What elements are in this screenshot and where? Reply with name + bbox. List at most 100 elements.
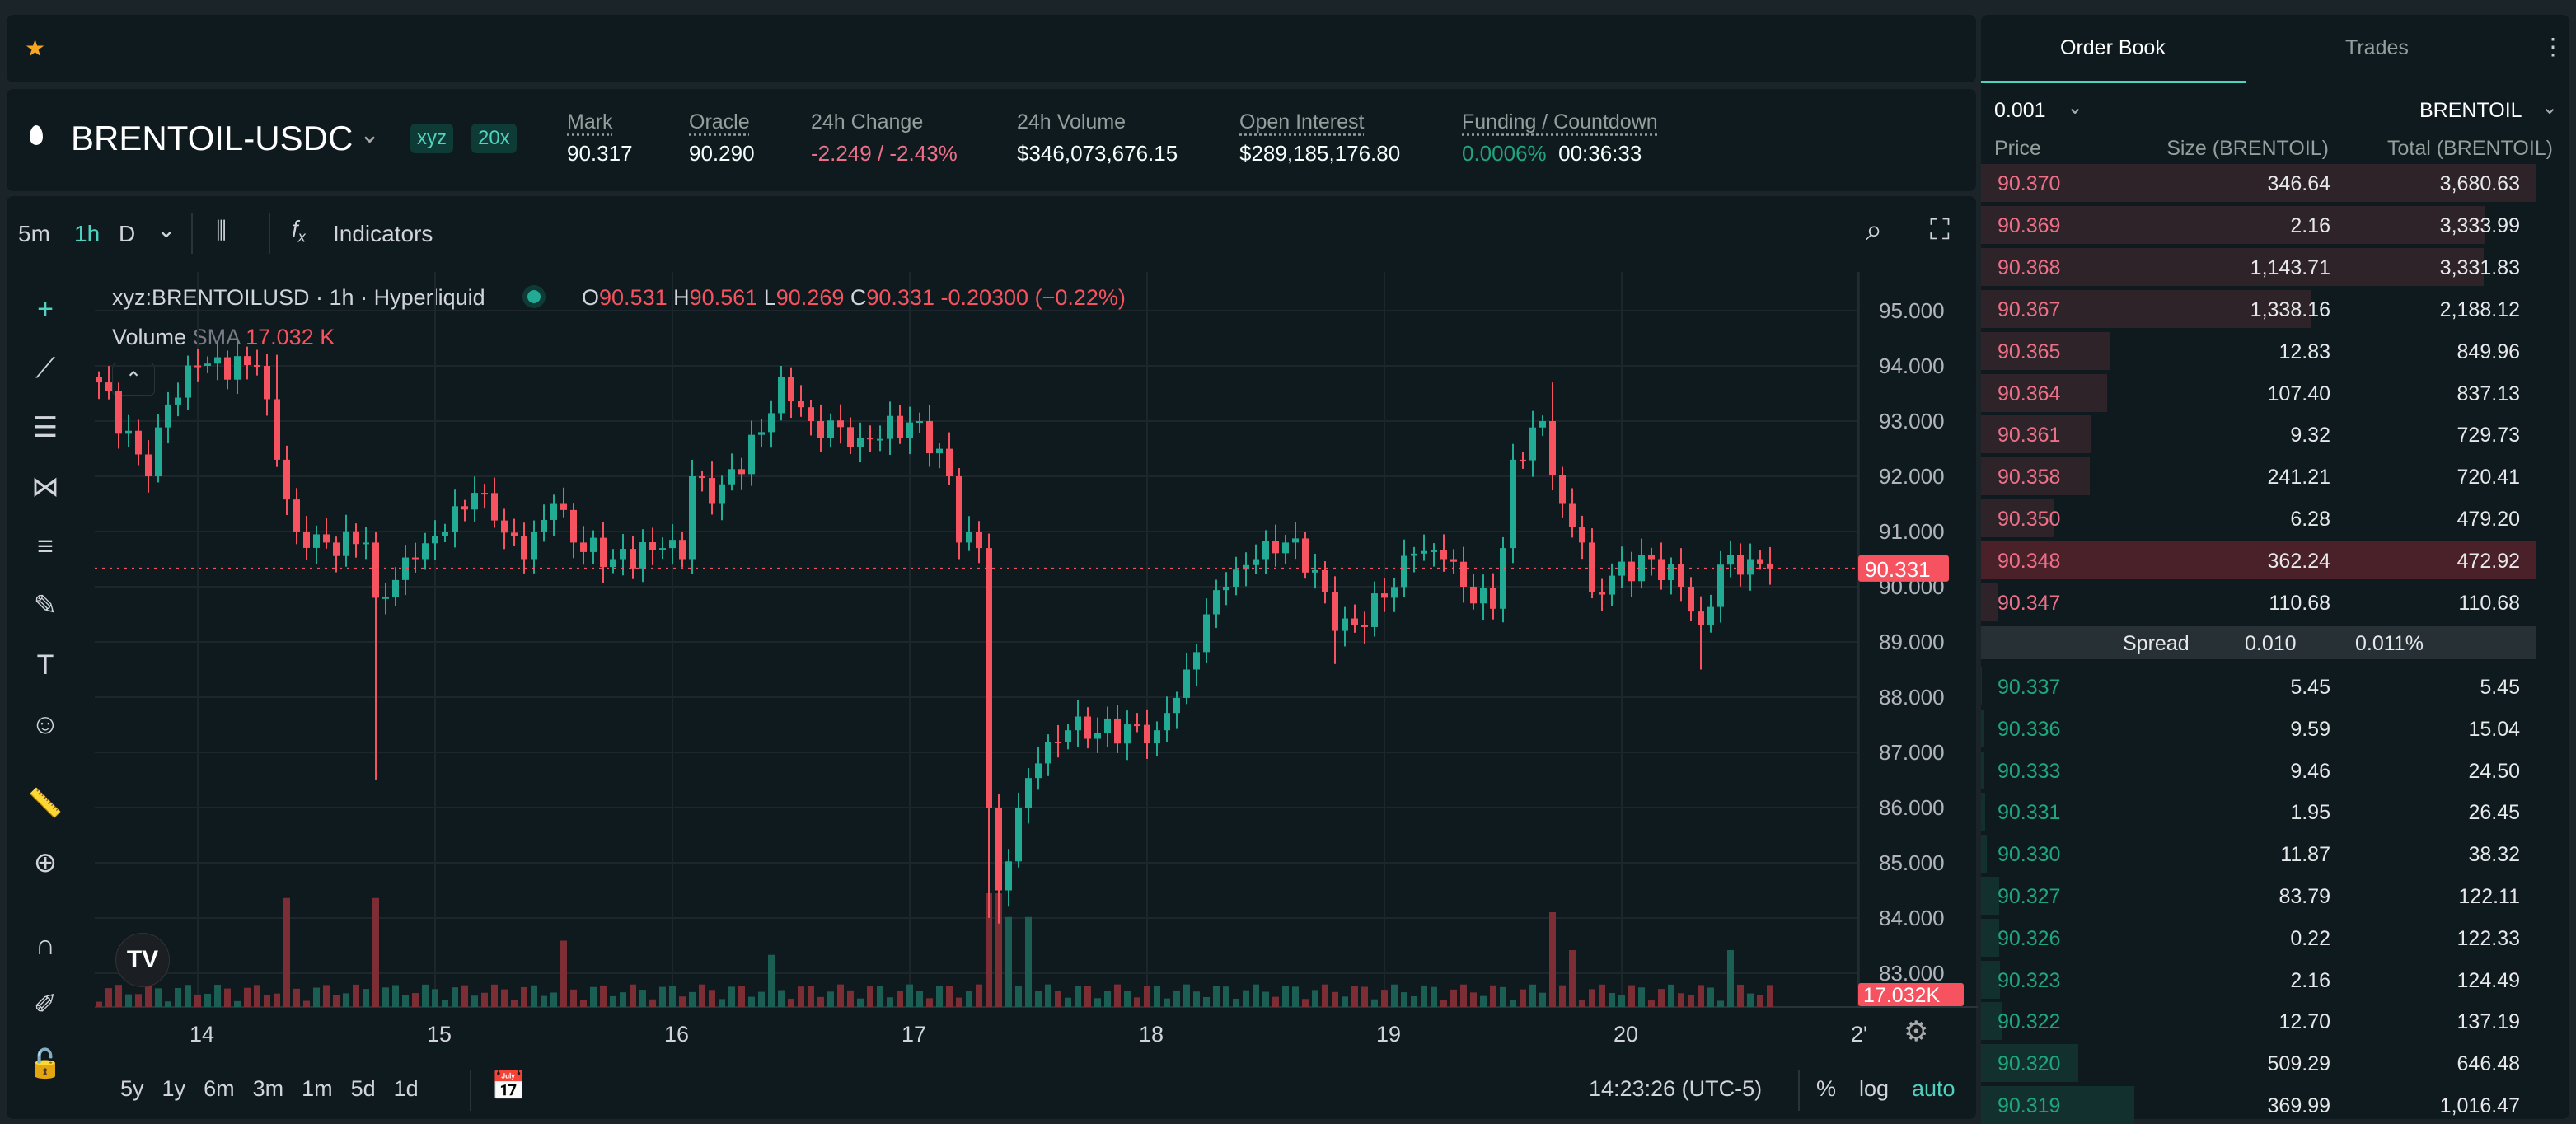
volume-bar [125, 994, 132, 1007]
volume-bar [689, 991, 696, 1007]
volume-bar [1678, 993, 1684, 1007]
volume-bar [382, 987, 389, 1007]
candle-type-icon[interactable]: ⫼ [216, 218, 227, 243]
bid-row[interactable]: 90.327 83.79 122.11 [1981, 877, 2536, 915]
depth-bar [1981, 1002, 2002, 1041]
volume-bar [353, 984, 359, 1007]
candle-body [511, 532, 518, 536]
fullscreen-icon[interactable]: ⛶ [1930, 214, 1950, 246]
emoji-icon[interactable]: ☺ [30, 708, 60, 740]
y-tick-label: 95.000 [1879, 298, 1945, 323]
brush-icon[interactable]: ✎ [33, 590, 58, 621]
ask-row[interactable]: 90.370 346.64 3,680.63 [1981, 164, 2536, 202]
volume-bar [1203, 996, 1210, 1007]
pattern-icon[interactable]: ⋈ [31, 471, 59, 503]
candle-body [689, 476, 696, 560]
chevron-down-icon[interactable]: ⌄ [2541, 96, 2559, 119]
quick-search-icon[interactable]: ⌕ [1866, 213, 1883, 246]
row-total: 124.49 [2457, 968, 2520, 992]
bid-row[interactable]: 90.320 509.29 646.48 [1981, 1044, 2536, 1083]
volume-bar [145, 985, 152, 1007]
row-total: 472.92 [2457, 550, 2520, 574]
range-5d[interactable]: 5d [350, 1076, 376, 1101]
auto-toggle[interactable]: auto [1912, 1076, 1955, 1101]
range-1m[interactable]: 1m [302, 1076, 333, 1101]
interval-chevron-icon[interactable]: ⌄ [157, 217, 176, 242]
range-1y[interactable]: 1y [162, 1076, 186, 1101]
price-chart[interactable]: 95.00094.00093.00092.00091.00090.00089.0… [0, 0, 1978, 1116]
indicators-button[interactable]: Indicators [333, 221, 433, 246]
tab-order-book[interactable]: Order Book [2060, 36, 2166, 59]
stat-label: 24h Change [811, 110, 924, 133]
ask-row[interactable]: 90.358 241.21 720.41 [1981, 457, 2536, 496]
ruler-icon[interactable]: 📏 [27, 788, 63, 819]
zoom-in-icon[interactable]: ⊕ [33, 847, 58, 878]
tick-size-select[interactable]: 0.001 [1994, 99, 2046, 122]
interval-1h[interactable]: 1h [74, 221, 101, 246]
range-5y[interactable]: 5y [120, 1076, 144, 1101]
magnet-icon[interactable]: ∩ [35, 929, 56, 961]
candle-body [1470, 587, 1477, 604]
volume-bar [1015, 986, 1022, 1007]
bid-row[interactable]: 90.322 12.70 137.19 [1981, 1002, 2536, 1041]
candle-body [1361, 625, 1368, 627]
volume-bar [1510, 1000, 1516, 1007]
ask-row[interactable]: 90.361 9.32 729.73 [1981, 415, 2536, 454]
row-price: 90.322 [1998, 1010, 2061, 1034]
candle-body [1025, 778, 1032, 808]
crosshair-icon[interactable]: + [37, 293, 54, 325]
bid-row[interactable]: 90.336 9.59 15.04 [1981, 709, 2536, 747]
header-size: Size (BRENTOIL) [2166, 137, 2329, 160]
chevron-down-icon[interactable]: ⌄ [359, 121, 381, 148]
interval-5m[interactable]: 5m [18, 221, 50, 246]
ask-row[interactable]: 90.347 110.68 110.68 [1981, 583, 2536, 621]
more-options-icon[interactable]: ⋮ [2541, 34, 2564, 59]
volume-bar [481, 992, 488, 1007]
range-3m[interactable]: 3m [252, 1076, 284, 1101]
lock-icon[interactable]: 🔓 [27, 1048, 63, 1080]
bid-row[interactable]: 90.330 11.87 38.32 [1981, 835, 2536, 873]
ask-row[interactable]: 90.365 12.83 849.96 [1981, 331, 2536, 370]
bid-row[interactable]: 90.326 0.22 122.33 [1981, 918, 2536, 957]
ask-row[interactable]: 90.369 2.16 3,333.99 [1981, 205, 2536, 244]
bid-row[interactable]: 90.331 1.95 26.45 [1981, 793, 2536, 831]
ask-row[interactable]: 90.368 1,143.71 3,331.83 [1981, 247, 2536, 286]
bid-row[interactable]: 90.333 9.46 24.50 [1981, 751, 2536, 789]
percent-toggle[interactable]: % [1816, 1076, 1837, 1101]
candle-body [115, 391, 122, 434]
row-price: 90.327 [1998, 885, 2061, 908]
fib-icon[interactable]: ☰ [32, 412, 59, 443]
ask-row[interactable]: 90.348 362.24 472.92 [1981, 541, 2536, 580]
bid-row[interactable]: 90.323 2.16 124.49 [1981, 960, 2536, 999]
range-6m[interactable]: 6m [204, 1076, 235, 1101]
interval-d[interactable]: D [119, 221, 136, 246]
trendline-icon[interactable]: ⟋ [35, 352, 55, 384]
text-icon[interactable]: T [36, 649, 54, 681]
collapse-legend-button[interactable]: ⌃ [112, 363, 155, 396]
ask-row[interactable]: 90.367 1,338.16 2,188.12 [1981, 289, 2536, 328]
row-size: 9.46 [2290, 759, 2330, 783]
row-size: 369.99 [2267, 1094, 2330, 1117]
prediction-icon[interactable]: ≡ [37, 530, 54, 562]
tab-trades[interactable]: Trades [2345, 36, 2409, 59]
settings-gear-icon[interactable]: ⚙ [1904, 1016, 1929, 1047]
bid-row[interactable]: 90.319 369.99 1,016.47 [1981, 1086, 2536, 1124]
chevron-down-icon[interactable]: ⌄ [2067, 96, 2084, 119]
candle-body [96, 377, 102, 383]
market-symbol[interactable]: BRENTOIL-USDC [71, 119, 354, 157]
low-value: 90.269 [775, 285, 845, 310]
ask-row[interactable]: 90.350 6.28 479.20 [1981, 499, 2536, 538]
log-toggle[interactable]: log [1859, 1076, 1890, 1101]
bid-row[interactable]: 90.337 5.45 5.45 [1981, 667, 2536, 705]
lock-drawing-icon[interactable]: ✐ [33, 989, 58, 1020]
sma-value: 17.032 K [246, 325, 335, 349]
fx-icon[interactable]: fx [292, 216, 306, 246]
date-range-icon[interactable]: 📅 [491, 1070, 527, 1102]
volume-bar [1173, 990, 1180, 1007]
candle-body [165, 404, 171, 428]
star-icon[interactable]: ★ [25, 35, 46, 61]
unit-select[interactable]: BRENTOIL [2419, 99, 2522, 122]
range-1d[interactable]: 1d [393, 1076, 419, 1101]
volume-bar [1460, 984, 1467, 1007]
ask-row[interactable]: 90.364 107.40 837.13 [1981, 373, 2536, 412]
